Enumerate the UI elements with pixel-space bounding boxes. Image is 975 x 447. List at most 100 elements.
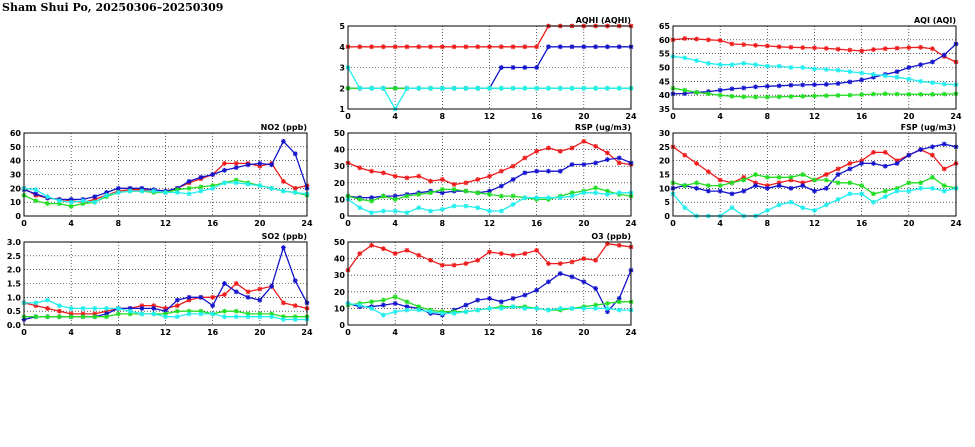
data-point-red bbox=[741, 42, 747, 47]
data-point-cyan bbox=[404, 210, 410, 216]
data-point-red bbox=[380, 44, 386, 50]
data-point-red bbox=[835, 166, 841, 172]
data-point-green bbox=[198, 184, 204, 190]
x-tick-label: 16 bbox=[207, 328, 219, 337]
data-point-cyan bbox=[859, 70, 865, 76]
data-point-cyan bbox=[882, 194, 888, 200]
data-point-cyan bbox=[80, 306, 86, 311]
data-point-red bbox=[404, 175, 410, 181]
data-point-red bbox=[281, 179, 286, 184]
data-point-cyan bbox=[605, 192, 610, 197]
data-point-cyan bbox=[729, 62, 735, 68]
data-point-cyan bbox=[605, 85, 610, 91]
x-tick-label: 20 bbox=[254, 219, 266, 228]
data-point-blue bbox=[245, 162, 251, 168]
data-point-red bbox=[882, 149, 888, 155]
data-point-red bbox=[451, 182, 457, 187]
data-point-cyan bbox=[682, 205, 688, 211]
data-point-cyan bbox=[56, 198, 62, 204]
y-tick-label: 1.5 bbox=[7, 280, 22, 289]
data-point-cyan bbox=[451, 203, 457, 209]
x-tick-label: 8 bbox=[116, 219, 122, 228]
data-point-green bbox=[906, 91, 912, 97]
data-point-green bbox=[569, 190, 575, 196]
data-point-red bbox=[546, 261, 551, 266]
data-point-blue bbox=[186, 179, 192, 184]
data-point-green bbox=[682, 87, 688, 93]
data-point-blue bbox=[281, 245, 286, 250]
data-point-blue bbox=[859, 77, 865, 83]
data-point-blue bbox=[198, 294, 204, 300]
data-point-red bbox=[487, 44, 492, 50]
y-tick-label: 15 bbox=[659, 171, 671, 180]
chart-title: SO2 (ppb) bbox=[262, 232, 307, 241]
data-point-red bbox=[616, 160, 622, 166]
data-point-cyan bbox=[127, 308, 133, 314]
data-point-red bbox=[233, 281, 239, 286]
data-point-blue bbox=[847, 166, 853, 172]
data-point-green bbox=[463, 188, 469, 194]
data-point-red bbox=[682, 36, 688, 41]
data-point-blue bbox=[115, 185, 121, 191]
data-point-red bbox=[210, 294, 216, 300]
x-tick-label: 0 bbox=[21, 328, 27, 337]
data-point-red bbox=[281, 300, 286, 306]
data-point-cyan bbox=[439, 206, 445, 212]
data-point-blue bbox=[151, 306, 157, 311]
y-tick-label: 30 bbox=[334, 162, 346, 171]
y-tick-label: 0 bbox=[339, 321, 345, 330]
data-point-red bbox=[522, 251, 528, 257]
data-point-green bbox=[404, 193, 410, 199]
data-point-cyan bbox=[871, 72, 876, 77]
data-point-blue bbox=[741, 188, 747, 194]
data-point-blue bbox=[292, 151, 298, 157]
data-point-cyan bbox=[380, 85, 386, 91]
data-point-cyan bbox=[222, 314, 227, 320]
data-point-red bbox=[463, 261, 469, 266]
x-tick-label: 4 bbox=[717, 219, 723, 228]
data-point-blue bbox=[823, 81, 829, 87]
data-point-green bbox=[380, 297, 386, 303]
data-point-red bbox=[357, 165, 363, 171]
data-point-red bbox=[222, 292, 227, 297]
data-point-blue bbox=[222, 167, 227, 173]
data-point-red bbox=[451, 44, 457, 50]
data-point-red bbox=[534, 148, 540, 154]
data-point-red bbox=[546, 145, 551, 151]
data-point-green bbox=[764, 174, 770, 180]
x-tick-label: 0 bbox=[670, 219, 676, 228]
data-point-green bbox=[45, 314, 50, 320]
data-point-cyan bbox=[918, 185, 924, 191]
data-point-cyan bbox=[428, 85, 433, 91]
data-point-cyan bbox=[906, 76, 912, 82]
x-tick-label: 12 bbox=[809, 219, 820, 228]
data-point-green bbox=[369, 299, 374, 305]
x-tick-label: 8 bbox=[440, 112, 446, 121]
y-tick-label: 20 bbox=[659, 157, 671, 166]
data-point-blue bbox=[498, 65, 504, 70]
data-point-cyan bbox=[428, 309, 433, 315]
data-point-cyan bbox=[569, 85, 575, 91]
data-point-green bbox=[92, 314, 98, 320]
x-tick-label: 20 bbox=[903, 112, 915, 121]
x-tick-label: 24 bbox=[950, 112, 962, 121]
data-point-blue bbox=[941, 52, 947, 58]
y-tick-label: 10 bbox=[10, 198, 22, 207]
x-tick-label: 12 bbox=[484, 112, 495, 121]
data-point-green bbox=[823, 177, 829, 183]
data-point-cyan bbox=[546, 195, 551, 201]
data-point-cyan bbox=[616, 85, 622, 91]
data-point-blue bbox=[522, 292, 528, 298]
y-tick-label: 30 bbox=[334, 271, 346, 280]
data-point-red bbox=[392, 44, 398, 50]
data-point-blue bbox=[930, 144, 935, 150]
data-point-cyan bbox=[269, 185, 275, 191]
data-point-green bbox=[705, 91, 711, 97]
y-tick-label: 1 bbox=[339, 105, 345, 114]
data-point-cyan bbox=[776, 202, 782, 208]
data-point-blue bbox=[475, 297, 481, 303]
x-tick-label: 8 bbox=[440, 219, 446, 228]
data-point-cyan bbox=[463, 203, 469, 209]
data-point-blue bbox=[918, 147, 924, 152]
chart-title: RSP (ug/m3) bbox=[575, 123, 631, 132]
